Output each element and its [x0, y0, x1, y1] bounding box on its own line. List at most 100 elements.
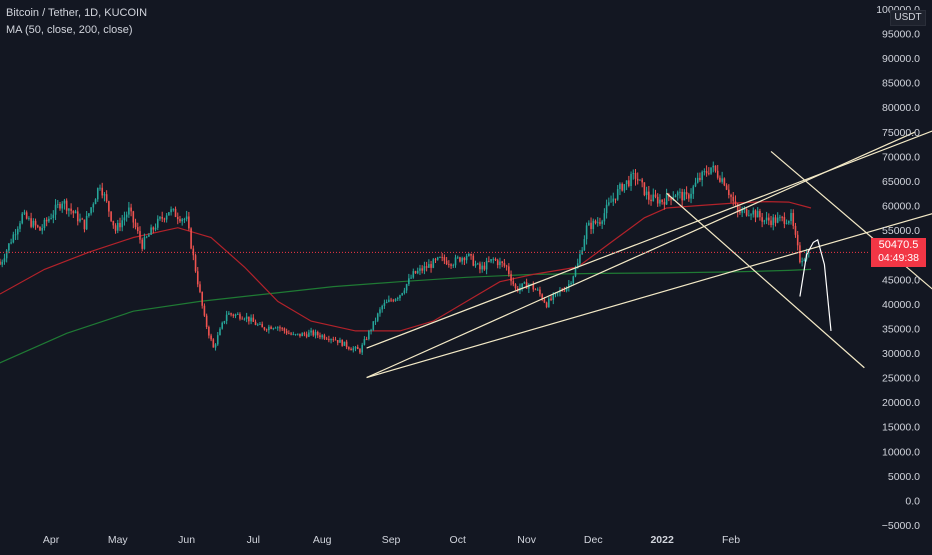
candle-body [521, 283, 523, 288]
candle-body [730, 194, 732, 197]
candle-body [48, 218, 50, 222]
candle-body [650, 199, 652, 202]
candle-body [79, 218, 81, 222]
y-tick-label: 65000.0 [882, 176, 920, 188]
candle-body [336, 340, 339, 343]
candle-body [379, 309, 381, 314]
x-tick-label: Oct [450, 534, 466, 546]
candle-body [701, 171, 703, 180]
candle-body [103, 194, 106, 196]
candle-body [550, 298, 552, 300]
candle-body [461, 258, 463, 262]
candle-body [316, 331, 319, 336]
candle-body [414, 271, 417, 274]
x-tick-label: Jul [247, 534, 260, 546]
candle-body [359, 349, 361, 353]
candle-body [194, 255, 197, 272]
candle-body [268, 326, 270, 331]
symbol-title[interactable]: Bitcoin / Tether, 1D, KUCOIN [6, 7, 148, 19]
candle-body [148, 234, 150, 237]
candle-body [441, 257, 443, 258]
candle-body [479, 263, 481, 270]
candle-body [288, 333, 290, 335]
candle-body [34, 220, 37, 226]
candle-body [574, 268, 577, 277]
candle-body [756, 211, 759, 218]
candle-body [74, 211, 77, 214]
trendline-4 [666, 192, 865, 369]
candle-body [792, 213, 795, 226]
candle-body [223, 321, 226, 323]
candle-body [41, 228, 44, 231]
candle-body [681, 191, 683, 201]
candle-body [59, 203, 61, 209]
candle-body [5, 250, 8, 259]
candle-body [801, 261, 803, 263]
candle-body [10, 242, 12, 244]
candle-body [372, 321, 375, 330]
candle-body [23, 212, 26, 214]
candle-body [470, 253, 472, 256]
candle-body [312, 330, 315, 336]
candle-body [368, 331, 370, 340]
candle-body [341, 339, 343, 346]
candle-body [108, 201, 110, 212]
candle-body [725, 185, 728, 190]
candle-body [603, 213, 606, 222]
candle-body [210, 335, 212, 340]
y-tick-label: 55000.0 [882, 225, 920, 237]
candle-body [161, 217, 164, 219]
candle-body [403, 290, 406, 294]
candle-body [699, 177, 701, 180]
trendline-2 [366, 130, 932, 349]
candle-body [496, 260, 499, 266]
y-tick-label: 30000.0 [882, 348, 920, 360]
candle-body [105, 194, 108, 202]
y-tick-label: 10000.0 [882, 446, 920, 458]
candle-body [234, 314, 237, 316]
y-tick-label: 45000.0 [882, 274, 920, 286]
bar-countdown: 04:49:38 [878, 252, 919, 264]
candle-body [663, 202, 666, 205]
candle-body [221, 322, 223, 329]
candle-body [454, 257, 457, 266]
y-tick-label: 70000.0 [882, 151, 920, 163]
candle-body [774, 217, 777, 223]
candle-body [121, 220, 124, 228]
candle-body [608, 202, 610, 205]
candle-body [116, 222, 119, 231]
candle-body [552, 294, 555, 300]
candle-body [696, 177, 699, 183]
candle-body [670, 197, 672, 200]
candle-body [90, 207, 92, 214]
candle-body [768, 217, 770, 221]
candle-body [183, 219, 186, 220]
candle-body [754, 210, 757, 218]
candle-body [3, 258, 6, 262]
candle-body [568, 284, 570, 288]
candle-body [245, 316, 248, 319]
candle-body [256, 324, 259, 326]
candle-body [208, 326, 210, 336]
candle-body [621, 183, 623, 191]
candle-body [263, 327, 266, 330]
candle-body [285, 330, 288, 334]
candle-body [296, 333, 299, 335]
candle-body [616, 189, 619, 200]
candle-body [528, 284, 530, 289]
candle-body [501, 261, 503, 263]
candle-body [741, 210, 743, 213]
candle-body [494, 258, 497, 261]
candle-body [112, 220, 115, 226]
candle-body [401, 293, 403, 296]
candle-body [388, 299, 390, 302]
candle-body [474, 263, 477, 266]
candle-body [45, 219, 48, 222]
ma-indicator-label[interactable]: MA (50, close, 200, close) [6, 24, 133, 36]
x-tick-label: Jun [178, 534, 195, 546]
candle-body [661, 199, 663, 203]
currency-badge[interactable]: USDT [890, 10, 926, 26]
candle-body [185, 216, 188, 220]
